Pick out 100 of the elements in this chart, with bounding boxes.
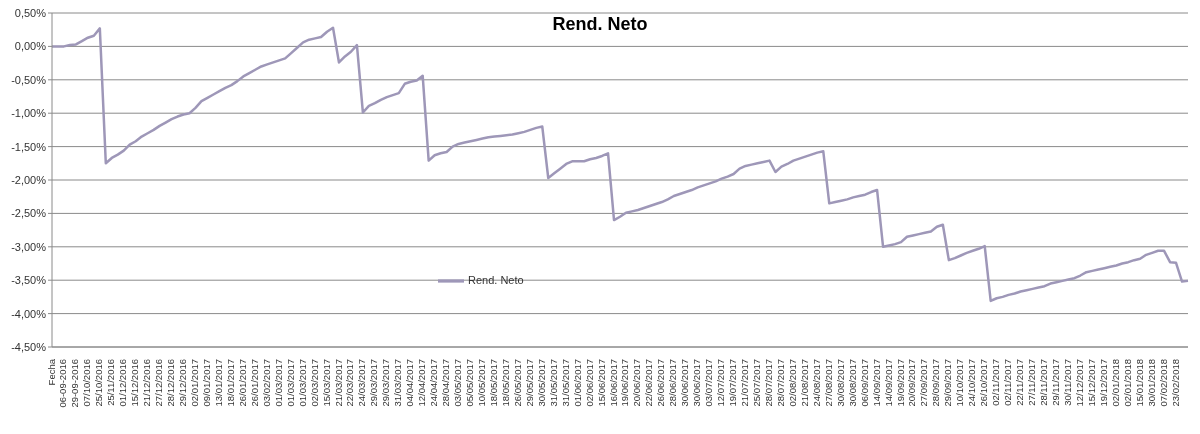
x-tick-label: 06-09-2016 — [57, 359, 69, 408]
x-tick-label: 19/07/2017 — [727, 359, 739, 407]
x-tick-label: 21/12/2016 — [141, 359, 153, 407]
y-tick-label: -1,00% — [11, 107, 47, 120]
x-tick-label: 25/11/2016 — [105, 359, 117, 406]
x-tick-label: 15/12/2016 — [129, 359, 141, 407]
x-tick-label: 07/02/2018 — [1157, 359, 1169, 407]
x-tick-label: 10/05/2017 — [476, 359, 487, 407]
x-tick-label: 04/04/2017 — [404, 359, 416, 407]
x-tick-label: 20/09/2017 — [906, 359, 918, 407]
x-tick-label: 29/12/2016 — [177, 359, 189, 407]
x-tick-label: 03/07/2017 — [703, 359, 715, 407]
chart-title: Rend. Neto — [552, 14, 648, 34]
x-tick-label: 21/08/2017 — [798, 359, 810, 407]
legend-label: Rend. Neto — [468, 273, 524, 286]
x-tick-label: 26/01/2017 — [236, 359, 248, 407]
x-tick-label: 28/11/2017 — [1038, 359, 1050, 406]
x-tick-label: 12/04/2017 — [416, 359, 428, 407]
x-tick-label: 22/03/2017 — [344, 359, 356, 407]
x-tick-label: 28/04/2017 — [440, 359, 452, 407]
x-tick-label: 28/07/2017 — [762, 359, 774, 407]
x-tick-label: 19/06/2017 — [619, 359, 631, 407]
x-tick-label: 26/06/2017 — [655, 359, 667, 407]
x-tick-label: 01/06/2017 — [571, 359, 583, 407]
x-tick-label: 29/09/2017 — [942, 359, 954, 407]
x-tick-label: 02/01/2018 — [1109, 359, 1121, 407]
x-tick-label: 19/09/2017 — [894, 359, 906, 407]
x-tick-label: 30/06/2017 — [691, 359, 703, 407]
x-tick-label: 21/03/2017 — [332, 359, 344, 407]
x-tick-label: 30/11/2017 — [1061, 359, 1073, 406]
x-tick-label: 01/03/2017 — [284, 359, 296, 407]
x-tick-label: 02/01/2017 — [189, 359, 201, 407]
x-tick-label: 01/03/2017 — [272, 359, 284, 407]
x-tick-label: 12/07/2017 — [715, 359, 727, 407]
x-tick-label: 01/03/2017 — [296, 359, 308, 407]
x-tick-label: 15/12/2017 — [1085, 359, 1097, 407]
x-tick-label: 02/03/2017 — [308, 359, 320, 407]
x-tick-label: 24/08/2017 — [810, 359, 822, 407]
x-tick-label: 02/11/2017 — [1002, 359, 1014, 406]
x-tick-label: 05/05/2017 — [464, 359, 476, 407]
x-tick-label: 19/12/2017 — [1097, 359, 1109, 407]
x-tick-label: 28/07/2017 — [774, 359, 786, 407]
x-tick-label: 26/01/2017 — [248, 359, 260, 407]
x-tick-label: 29-09-2016 — [69, 359, 81, 408]
x-tick-label: 27/12/2016 — [153, 359, 165, 407]
x-tick-label: 25/07/2017 — [751, 359, 763, 407]
x-tick-label: 20/06/2017 — [631, 359, 643, 407]
x-tick-label: Fecha — [45, 358, 57, 386]
x-tick-label: 24/04/2017 — [428, 359, 440, 407]
x-tick-label: 22/11/2017 — [1014, 359, 1026, 406]
x-tick-label: 02/11/2017 — [990, 359, 1002, 406]
x-tick-label: 28/12/2016 — [165, 359, 177, 407]
x-tick-label: 03/02/2017 — [260, 359, 272, 407]
x-tick-label: 18/05/2017 — [499, 359, 511, 407]
x-tick-label: 01/12/2016 — [117, 359, 129, 407]
x-tick-label: 30/05/2017 — [535, 359, 547, 407]
x-tick-label: 06/09/2017 — [858, 359, 870, 407]
x-tick-label: 28/06/2017 — [667, 359, 679, 407]
x-tick-label: 14/09/2017 — [882, 359, 894, 407]
x-tick-label: 30/01/2018 — [1145, 359, 1157, 407]
x-tick-label: 29/03/2017 — [368, 359, 380, 407]
x-tick-label: 02/06/2017 — [583, 359, 595, 407]
y-tick-label: 0,50% — [14, 6, 47, 19]
x-tick-label: 12/12/2017 — [1073, 359, 1085, 407]
x-tick-label: 18/05/2017 — [487, 359, 499, 407]
x-tick-label: 31/05/2017 — [559, 359, 571, 407]
x-tick-label: 29/05/2017 — [523, 359, 535, 407]
x-tick-label: 10/10/2017 — [954, 359, 966, 407]
x-tick-label: 14/09/2017 — [870, 359, 882, 407]
y-tick-label: -3,00% — [11, 240, 47, 253]
x-tick-label: 24/03/2017 — [356, 359, 368, 407]
x-tick-label: 07/10/2016 — [81, 359, 93, 407]
x-tick-label: 27/08/2017 — [822, 359, 834, 407]
x-tick-label: 30/06/2017 — [679, 359, 691, 407]
x-tick-label: 22/06/2017 — [643, 359, 655, 407]
x-tick-label: 29/11/2017 — [1049, 359, 1061, 406]
x-tick-label: 16/06/2017 — [607, 359, 619, 407]
x-tick-label: 03/05/2017 — [452, 359, 464, 407]
x-tick-label: 24/10/2017 — [966, 359, 978, 407]
x-tick-label: 15/06/2017 — [595, 359, 607, 407]
x-tick-label: 27/11/2017 — [1026, 359, 1038, 406]
x-tick-label: 21/07/2017 — [739, 359, 751, 407]
x-tick-label: 13/01/2017 — [212, 359, 224, 407]
x-tick-label: 30/08/2017 — [846, 359, 858, 407]
x-tick-label: 31/03/2017 — [392, 359, 404, 407]
y-tick-label: -4,00% — [11, 307, 47, 320]
x-tick-label: 18/01/2017 — [224, 359, 236, 407]
x-tick-label: 02/08/2017 — [786, 359, 798, 407]
x-tick-label: 15/01/2018 — [1133, 359, 1145, 407]
y-tick-label: -0,50% — [11, 73, 47, 86]
y-tick-label: -2,50% — [11, 207, 47, 220]
x-tick-label: 27/09/2017 — [918, 359, 930, 407]
y-tick-label: -1,50% — [11, 140, 47, 153]
x-tick-label: 26/05/2017 — [511, 359, 523, 407]
x-tick-label: 15/03/2017 — [320, 359, 332, 407]
x-tick-label: 31/05/2017 — [547, 359, 559, 407]
x-tick-label: 25/10/2016 — [93, 359, 105, 407]
y-tick-label: -2,00% — [11, 173, 47, 186]
x-tick-label: 29/03/2017 — [380, 359, 392, 407]
x-tick-label: 09/01/2017 — [200, 359, 212, 407]
